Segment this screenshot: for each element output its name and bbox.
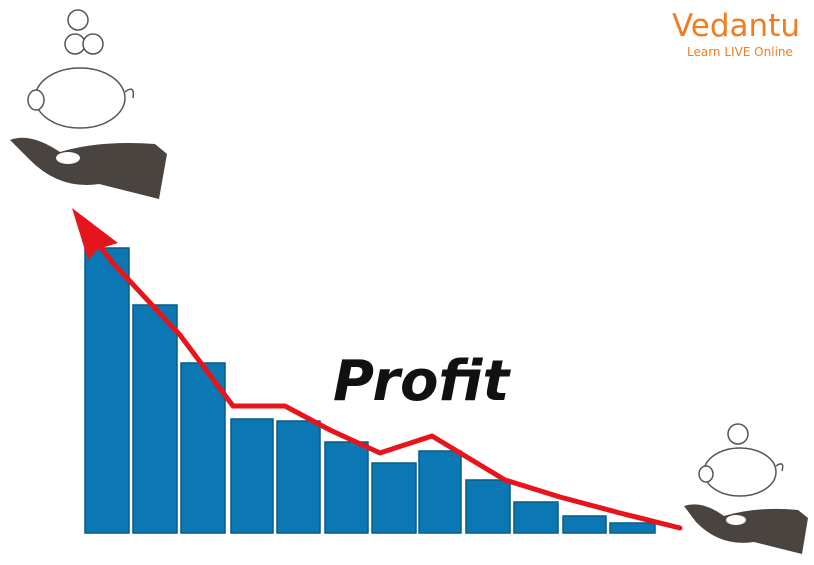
bar: [609, 522, 656, 534]
bar: [324, 441, 369, 534]
arrow-head: [72, 208, 118, 260]
bar: [132, 304, 178, 534]
profit-label: Profit: [333, 349, 511, 414]
bar: [230, 418, 274, 534]
bar: [180, 362, 226, 534]
bar: [84, 247, 130, 534]
bar: [513, 501, 559, 534]
bar: [371, 462, 417, 534]
trend-line: [85, 227, 683, 531]
bar: [465, 479, 511, 534]
bar: [418, 450, 462, 534]
logo-tagline: Learn LIVE Online: [687, 45, 793, 59]
hand-piggy-top: [10, 9, 167, 199]
bar: [276, 420, 321, 534]
logo-name: Vedantu: [672, 8, 800, 44]
bars: [84, 247, 656, 534]
hand-piggy-bottom: [684, 423, 808, 554]
bar: [562, 515, 607, 534]
